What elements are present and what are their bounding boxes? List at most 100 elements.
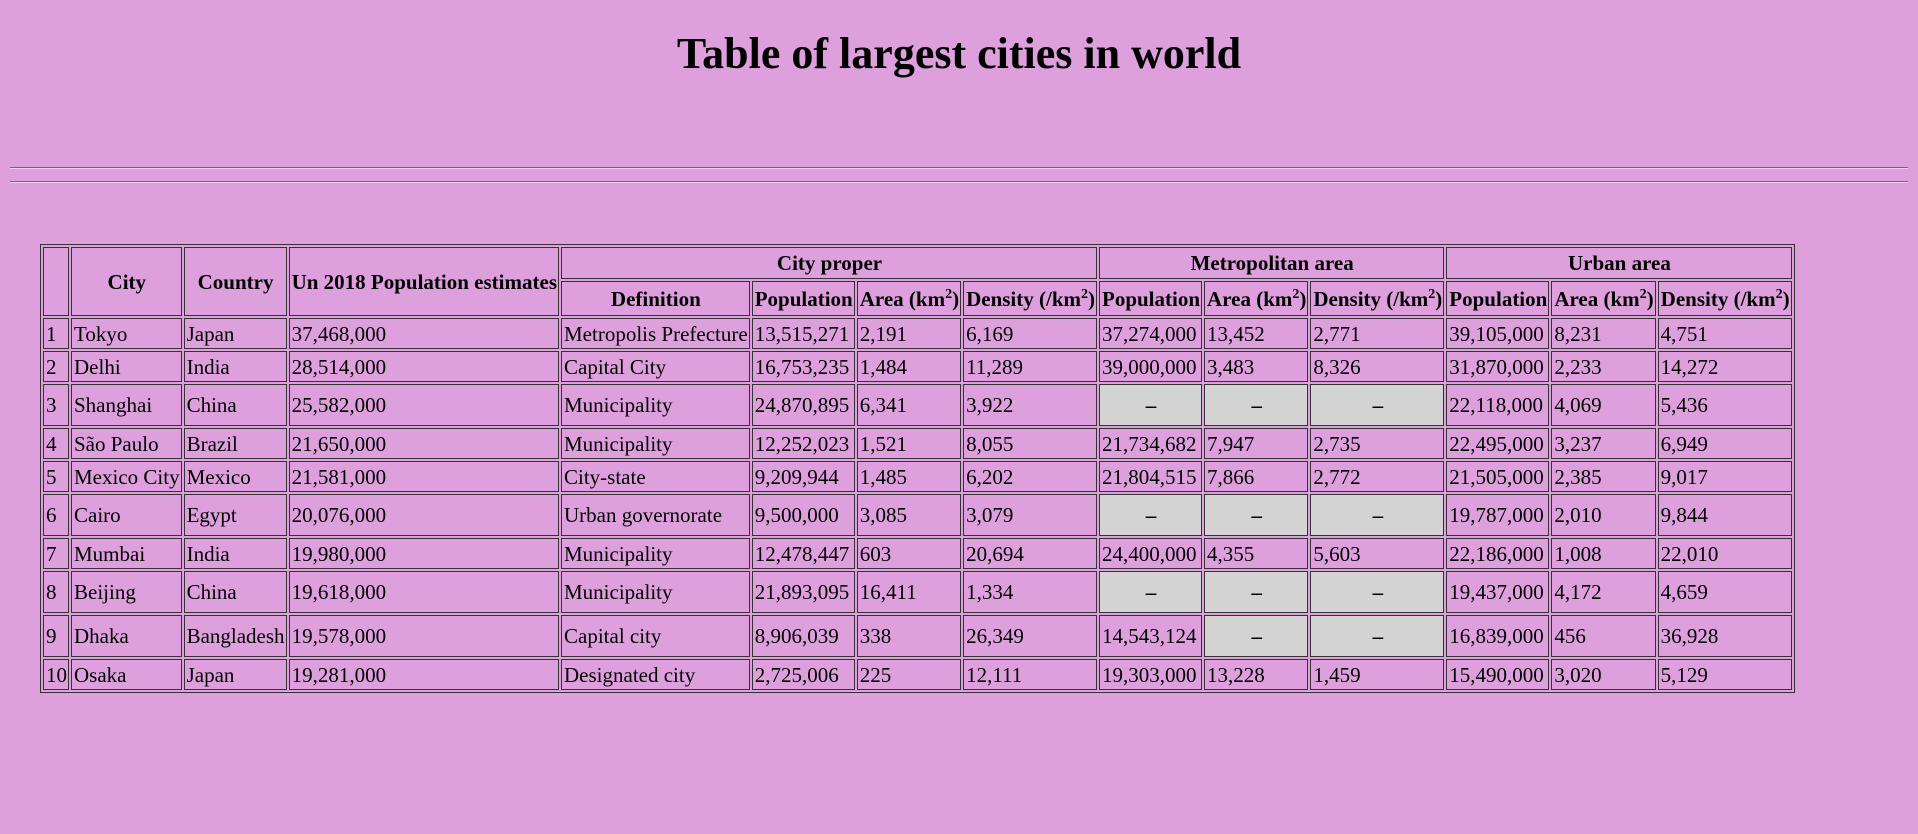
horizontal-rule <box>10 181 1908 183</box>
cell-rank: 10 <box>43 659 69 690</box>
cell-country: India <box>183 538 287 569</box>
cell-un: 28,514,000 <box>288 351 559 382</box>
cell-cp-den: 20,694 <box>963 538 1097 569</box>
cell-cp-pop: 8,906,039 <box>751 615 855 657</box>
cell-u-den: 14,272 <box>1657 351 1792 382</box>
city-proper-header: City proper <box>561 247 1097 279</box>
definition-header: Definition <box>561 281 750 316</box>
cell-m-area: – <box>1204 494 1309 536</box>
rank-header <box>43 247 69 316</box>
cell-un: 19,618,000 <box>288 571 559 613</box>
cell-rank: 1 <box>43 318 69 349</box>
cell-u-pop: 22,186,000 <box>1446 538 1550 569</box>
cell-u-pop: 15,490,000 <box>1446 659 1550 690</box>
cell-rank: 3 <box>43 384 69 426</box>
cell-cp-area: 225 <box>856 659 962 690</box>
cell-cp-den: 3,079 <box>963 494 1097 536</box>
cell-city: Beijing <box>71 571 182 613</box>
cell-cp-pop: 12,252,023 <box>751 428 855 459</box>
table-row: 4 São Paulo Brazil 21,650,000 Municipality 12… <box>43 428 1792 459</box>
cell-u-area: 2,010 <box>1551 494 1656 536</box>
cell-country: India <box>183 351 287 382</box>
cell-un: 20,076,000 <box>288 494 559 536</box>
cell-u-area: 3,237 <box>1551 428 1656 459</box>
cell-city: Delhi <box>71 351 182 382</box>
city-header: City <box>71 247 182 316</box>
cities-table: City Country Un 2018 Population estimate… <box>40 244 1795 693</box>
cell-cp-area: 1,484 <box>856 351 962 382</box>
cell-city: Tokyo <box>71 318 182 349</box>
table-row: 9 Dhaka Bangladesh 19,578,000 Capital city 8,… <box>43 615 1792 657</box>
cell-m-pop: – <box>1099 384 1203 426</box>
cell-m-den: 2,735 <box>1310 428 1445 459</box>
cell-cp-area: 2,191 <box>856 318 962 349</box>
cell-u-pop: 19,787,000 <box>1446 494 1550 536</box>
cell-u-pop: 22,118,000 <box>1446 384 1550 426</box>
cell-cp-den: 1,334 <box>963 571 1097 613</box>
cell-m-den: 2,772 <box>1310 461 1445 492</box>
cell-cp-area: 16,411 <box>856 571 962 613</box>
cell-country: Mexico <box>183 461 287 492</box>
cell-country: Egypt <box>183 494 287 536</box>
cell-u-area: 4,069 <box>1551 384 1656 426</box>
cell-u-den: 4,751 <box>1657 318 1792 349</box>
cell-m-den: 5,603 <box>1310 538 1445 569</box>
urban-area-header: Urban area <box>1446 247 1792 279</box>
cell-cp-area: 603 <box>856 538 962 569</box>
cell-u-pop: 19,437,000 <box>1446 571 1550 613</box>
cell-u-pop: 21,505,000 <box>1446 461 1550 492</box>
cp-area-header: Area (km2) <box>856 281 962 316</box>
cell-country: Japan <box>183 318 287 349</box>
cell-un: 19,281,000 <box>288 659 559 690</box>
cell-u-den: 6,949 <box>1657 428 1792 459</box>
cell-u-den: 5,436 <box>1657 384 1792 426</box>
cell-def: Municipality <box>561 428 750 459</box>
cell-def: City-state <box>561 461 750 492</box>
table-row: 8 Beijing China 19,618,000 Municipality 21,89… <box>43 571 1792 613</box>
cell-m-pop: 39,000,000 <box>1099 351 1203 382</box>
cell-u-den: 36,928 <box>1657 615 1792 657</box>
cell-cp-area: 338 <box>856 615 962 657</box>
cell-m-pop: – <box>1099 494 1203 536</box>
cell-city: Mexico City <box>71 461 182 492</box>
cell-m-area: – <box>1204 615 1309 657</box>
metro-area-header: Metropolitan area <box>1099 247 1445 279</box>
cell-cp-pop: 24,870,895 <box>751 384 855 426</box>
cell-cp-area: 6,341 <box>856 384 962 426</box>
cell-m-den: – <box>1310 494 1445 536</box>
cell-cp-den: 6,202 <box>963 461 1097 492</box>
cell-un: 37,468,000 <box>288 318 559 349</box>
table-row: 6 Cairo Egypt 20,076,000 Urban governorate 9,… <box>43 494 1792 536</box>
cell-city: São Paulo <box>71 428 182 459</box>
horizontal-rule <box>10 167 1908 169</box>
cell-def: Designated city <box>561 659 750 690</box>
cell-un: 19,578,000 <box>288 615 559 657</box>
cell-cp-pop: 9,209,944 <box>751 461 855 492</box>
cell-cp-pop: 13,515,271 <box>751 318 855 349</box>
cell-cp-den: 6,169 <box>963 318 1097 349</box>
table-row: 1 Tokyo Japan 37,468,000 Metropolis Prefectu… <box>43 318 1792 349</box>
cell-u-area: 4,172 <box>1551 571 1656 613</box>
cell-def: Metropolis Prefecture <box>561 318 750 349</box>
cell-m-pop: 19,303,000 <box>1099 659 1203 690</box>
cell-cp-area: 1,485 <box>856 461 962 492</box>
cell-m-area: – <box>1204 571 1309 613</box>
cell-rank: 7 <box>43 538 69 569</box>
cell-u-den: 9,844 <box>1657 494 1792 536</box>
metro-area-km-header: Area (km2) <box>1204 281 1309 316</box>
cell-m-pop: 21,734,682 <box>1099 428 1203 459</box>
cell-m-pop: 24,400,000 <box>1099 538 1203 569</box>
cell-un: 19,980,000 <box>288 538 559 569</box>
cell-country: Japan <box>183 659 287 690</box>
cell-m-area: 7,947 <box>1204 428 1309 459</box>
cell-u-area: 3,020 <box>1551 659 1656 690</box>
cell-cp-pop: 2,725,006 <box>751 659 855 690</box>
cell-cp-den: 26,349 <box>963 615 1097 657</box>
cp-population-header: Population <box>751 281 855 316</box>
cell-u-den: 22,010 <box>1657 538 1792 569</box>
cell-u-area: 8,231 <box>1551 318 1656 349</box>
cell-rank: 2 <box>43 351 69 382</box>
cell-m-area: 3,483 <box>1204 351 1309 382</box>
table-row: 10 Osaka Japan 19,281,000 Designated city 2,7… <box>43 659 1792 690</box>
table-row: 3 Shanghai China 25,582,000 Municipality 24,8… <box>43 384 1792 426</box>
